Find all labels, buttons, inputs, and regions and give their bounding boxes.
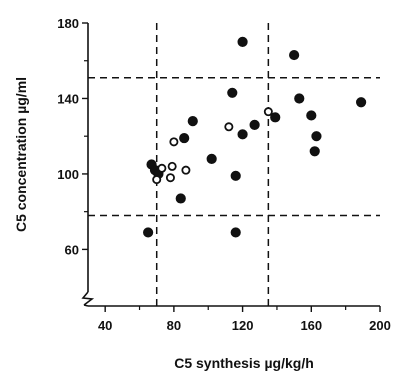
y-ticks: 60 100 140 180 xyxy=(57,16,88,257)
x-tick-label: 160 xyxy=(300,318,322,333)
x-ticks: 40 80 120 160 200 xyxy=(98,306,391,333)
filled-point xyxy=(227,87,238,98)
reference-lines xyxy=(88,23,380,306)
open-point xyxy=(152,175,162,185)
filled-point xyxy=(179,132,190,144)
y-tick-label: 60 xyxy=(65,242,79,257)
open-point xyxy=(165,173,175,183)
open-point xyxy=(181,165,191,175)
open-point xyxy=(169,137,179,147)
filled-point xyxy=(356,97,367,108)
filled-point xyxy=(311,131,322,142)
axes xyxy=(81,23,380,307)
filled-point xyxy=(237,129,248,140)
filled-point xyxy=(175,193,186,204)
filled-point xyxy=(237,36,248,47)
filled-point xyxy=(306,110,317,121)
filled-point xyxy=(270,112,281,123)
filled-point xyxy=(143,227,154,238)
open-point xyxy=(263,107,273,117)
open-point xyxy=(167,161,177,171)
open-point xyxy=(224,122,234,132)
x-tick-label: 40 xyxy=(98,318,112,333)
filled-point xyxy=(230,227,241,238)
filled-point xyxy=(249,119,260,130)
x-tick-label: 200 xyxy=(369,318,391,333)
filled-point xyxy=(289,49,300,61)
y-tick-label: 140 xyxy=(57,91,79,106)
y-axis-break-mark xyxy=(81,291,95,307)
open-point xyxy=(157,163,167,173)
data-points xyxy=(143,36,367,238)
x-tick-label: 80 xyxy=(167,318,181,333)
x-axis-label: C5 synthesis µg/kg/h xyxy=(174,355,314,371)
y-tick-label: 100 xyxy=(57,167,79,182)
filled-point xyxy=(309,146,320,157)
filled-point xyxy=(230,170,241,181)
y-tick-label: 180 xyxy=(57,16,79,31)
filled-point xyxy=(206,153,217,164)
filled-point xyxy=(294,93,305,104)
x-tick-label: 120 xyxy=(232,318,254,333)
y-axis-label: C5 concentration µg/ml xyxy=(13,77,29,232)
filled-point xyxy=(187,116,198,127)
